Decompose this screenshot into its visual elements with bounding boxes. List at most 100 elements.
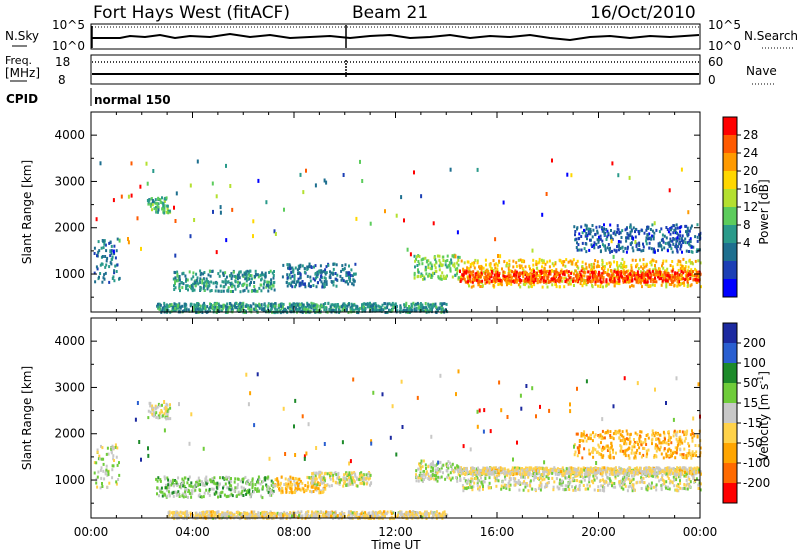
data-cell [310,265,313,269]
data-cell [546,484,549,488]
data-cell [551,278,554,281]
data-cell [252,289,255,293]
data-cell [170,303,173,307]
data-cell [256,273,259,277]
data-cell [99,468,102,472]
data-cell [589,230,592,233]
data-cell [100,457,103,461]
data-cell [497,275,500,279]
data-cell [649,279,652,283]
data-cell [307,303,310,307]
data-cell [320,274,323,278]
data-cell [646,484,649,488]
data-cell [361,481,364,485]
data-cell [526,484,529,488]
data-cell [109,240,112,244]
data-cell [672,224,675,228]
data-cell [116,263,119,267]
data-cell [206,479,209,483]
data-cell [460,275,463,279]
data-cell [168,491,171,495]
data-cell [211,487,214,491]
data-cell [589,227,592,231]
data-cell [238,271,240,275]
data-cell [572,258,575,262]
data-cell [434,468,437,472]
data-cell [219,269,222,273]
data-cell [652,474,655,478]
data-cell [560,261,563,265]
data-cell [273,288,276,292]
data-cell [212,487,215,491]
data-cell [152,169,155,173]
data-cell [255,309,258,313]
data-cell [351,481,354,485]
data-cell [588,278,591,282]
data-cell [269,492,272,496]
data-cell [419,476,422,480]
data-cell [270,308,273,311]
data-cell [420,478,423,482]
data-cell [436,254,439,258]
data-cell [558,277,561,281]
data-cell [204,284,207,288]
data-cell [646,237,649,241]
data-cell [229,282,232,285]
data-cell [462,267,465,271]
data-cell [492,259,495,263]
data-cell [430,273,433,277]
data-cell [457,276,460,280]
data-cell [480,480,483,484]
data-cell [601,239,604,243]
data-cell [529,271,532,275]
data-cell [440,277,443,281]
data-cell [115,270,118,273]
data-cell [526,272,528,276]
data-cell [221,490,224,494]
data-cell [415,479,418,483]
data-cell [420,258,423,262]
data-cell [463,477,466,480]
data-cell [495,277,498,281]
data-cell [694,267,697,271]
data-cell [443,302,446,306]
data-cell [650,481,653,485]
data-cell [467,270,470,274]
data-cell [671,260,674,263]
data-cell [244,277,247,281]
data-cell [551,476,554,480]
data-cell [559,270,562,274]
data-cell [372,302,375,306]
data-cell [554,279,557,283]
data-cell [646,474,649,477]
data-cell [281,486,284,490]
data-cell [687,272,690,276]
data-cell [631,246,634,250]
data-cell [315,477,318,481]
data-cell [644,273,647,277]
data-cell [622,476,624,480]
data-cell [203,304,206,308]
data-cell [211,181,214,186]
data-cell [190,287,193,291]
data-cell [375,303,377,307]
data-cell [522,268,525,272]
data-cell [344,480,346,484]
data-cell [537,486,540,490]
data-cell [673,278,676,282]
data-cell [555,285,558,289]
data-cell [438,258,441,262]
data-cell [588,265,591,269]
data-cell [574,269,577,273]
data-cell [543,477,546,481]
data-cell [210,289,213,292]
data-cell [322,487,325,491]
data-cell [548,265,551,269]
data-cell [539,488,542,492]
data-cell [161,309,164,313]
data-cell [174,219,177,223]
data-cell [204,477,207,481]
data-cell [458,276,461,280]
data-cell [312,277,315,281]
data-cell [254,304,257,308]
